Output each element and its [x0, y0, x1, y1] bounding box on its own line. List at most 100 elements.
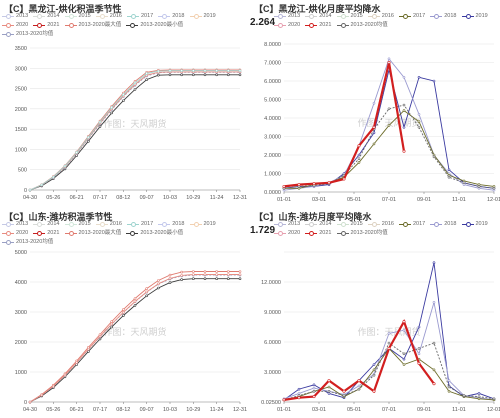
data-point[interactable]	[432, 301, 436, 304]
data-point[interactable]	[327, 392, 331, 395]
legend-item-2020[interactable]: 2020	[2, 21, 28, 30]
legend-item-2016[interactable]: 2016	[367, 220, 394, 229]
legend-item-2013[interactable]: 2013	[274, 12, 300, 21]
data-point[interactable]	[238, 69, 242, 73]
data-point[interactable]	[192, 273, 195, 276]
data-point[interactable]	[462, 181, 466, 185]
data-point[interactable]	[238, 277, 242, 280]
data-point[interactable]	[402, 363, 406, 366]
legend-item-2013-2020[interactable]: 2013-2020均值	[336, 21, 388, 30]
data-point[interactable]	[180, 274, 183, 277]
data-point[interactable]	[312, 182, 316, 186]
data-point[interactable]	[203, 273, 207, 276]
data-point[interactable]	[492, 187, 496, 190]
data-point[interactable]	[372, 373, 376, 377]
legend-item-2021[interactable]: 2021	[305, 229, 332, 238]
legend-item-2017[interactable]: 2017	[399, 220, 425, 229]
data-point[interactable]	[110, 106, 113, 109]
data-point[interactable]	[432, 155, 436, 159]
data-point[interactable]	[327, 181, 331, 185]
legend-item-2017[interactable]: 2017	[399, 12, 425, 21]
legend-item-2020[interactable]: 2020	[274, 21, 300, 30]
legend-item-2019[interactable]: 2019	[189, 12, 216, 21]
legend-item-2014[interactable]: 2014	[305, 220, 332, 229]
data-point[interactable]	[372, 368, 376, 372]
legend-item-2018[interactable]: 2018	[158, 220, 185, 229]
data-point[interactable]	[180, 69, 183, 73]
legend-item-2013-2020[interactable]: 2013-2020最大值	[64, 21, 121, 30]
data-point[interactable]	[312, 383, 316, 387]
data-point[interactable]	[372, 389, 376, 393]
data-point[interactable]	[40, 183, 43, 187]
data-point[interactable]	[98, 120, 102, 124]
data-point[interactable]	[215, 73, 218, 77]
data-point[interactable]	[357, 384, 361, 388]
data-point[interactable]	[402, 76, 406, 79]
legend-item-2014[interactable]: 2014	[305, 12, 332, 21]
data-point[interactable]	[157, 282, 160, 286]
data-point[interactable]	[157, 69, 160, 73]
data-point[interactable]	[122, 311, 125, 314]
data-point[interactable]	[327, 385, 331, 389]
data-point[interactable]	[387, 107, 391, 111]
data-point[interactable]	[122, 99, 125, 103]
data-point[interactable]	[133, 88, 137, 91]
data-point[interactable]	[282, 184, 286, 188]
data-point[interactable]	[402, 125, 406, 129]
legend-item-2013-2020[interactable]: 2013-2020均值	[336, 229, 388, 238]
legend-item-2019[interactable]: 2019	[189, 220, 216, 229]
data-point[interactable]	[63, 164, 67, 168]
data-point[interactable]	[417, 76, 421, 79]
data-point[interactable]	[312, 395, 316, 399]
legend-item-2015[interactable]: 2015	[64, 12, 91, 21]
legend-item-2013[interactable]: 2013	[274, 220, 300, 229]
legend-item-2020[interactable]: 2020	[274, 229, 300, 238]
data-point[interactable]	[387, 341, 391, 345]
data-point[interactable]	[417, 113, 421, 116]
data-point[interactable]	[238, 270, 242, 273]
legend-item-2021[interactable]: 2021	[33, 21, 60, 30]
data-point[interactable]	[227, 270, 230, 273]
data-point[interactable]	[145, 290, 148, 294]
data-point[interactable]	[203, 270, 207, 273]
legend-item-2013[interactable]: 2013	[2, 220, 28, 229]
data-point[interactable]	[342, 394, 346, 397]
legend-item-2021[interactable]: 2021	[33, 229, 60, 238]
data-point[interactable]	[110, 320, 113, 323]
data-point[interactable]	[133, 300, 137, 303]
data-point[interactable]	[192, 270, 195, 273]
data-point[interactable]	[477, 392, 481, 395]
data-point[interactable]	[98, 337, 102, 341]
data-point[interactable]	[227, 277, 230, 280]
legend-item-2017[interactable]: 2017	[127, 12, 153, 21]
data-point[interactable]	[387, 124, 391, 127]
legend-item-2014[interactable]: 2014	[33, 220, 60, 229]
data-point[interactable]	[447, 385, 451, 389]
data-point[interactable]	[327, 379, 331, 383]
legend-item-2016[interactable]: 2016	[95, 220, 122, 229]
data-point[interactable]	[28, 400, 32, 404]
data-point[interactable]	[402, 109, 406, 112]
legend-item-2016[interactable]: 2016	[95, 12, 122, 21]
data-point[interactable]	[282, 398, 286, 402]
data-point[interactable]	[87, 135, 90, 139]
data-point[interactable]	[168, 69, 172, 73]
data-point[interactable]	[203, 69, 207, 73]
legend-item-2013[interactable]: 2013	[2, 12, 28, 21]
data-point[interactable]	[462, 394, 466, 397]
data-point[interactable]	[145, 287, 148, 290]
legend-item-2020[interactable]: 2020	[2, 229, 28, 238]
data-point[interactable]	[372, 131, 376, 135]
data-point[interactable]	[387, 332, 391, 335]
data-point[interactable]	[203, 277, 207, 280]
data-point[interactable]	[327, 389, 331, 393]
data-point[interactable]	[168, 73, 172, 77]
data-point[interactable]	[87, 140, 90, 143]
data-point[interactable]	[447, 379, 451, 382]
data-point[interactable]	[417, 352, 421, 356]
data-point[interactable]	[63, 373, 67, 377]
data-point[interactable]	[52, 175, 55, 179]
data-point[interactable]	[215, 273, 218, 276]
data-point[interactable]	[432, 79, 436, 83]
data-point[interactable]	[417, 125, 421, 129]
